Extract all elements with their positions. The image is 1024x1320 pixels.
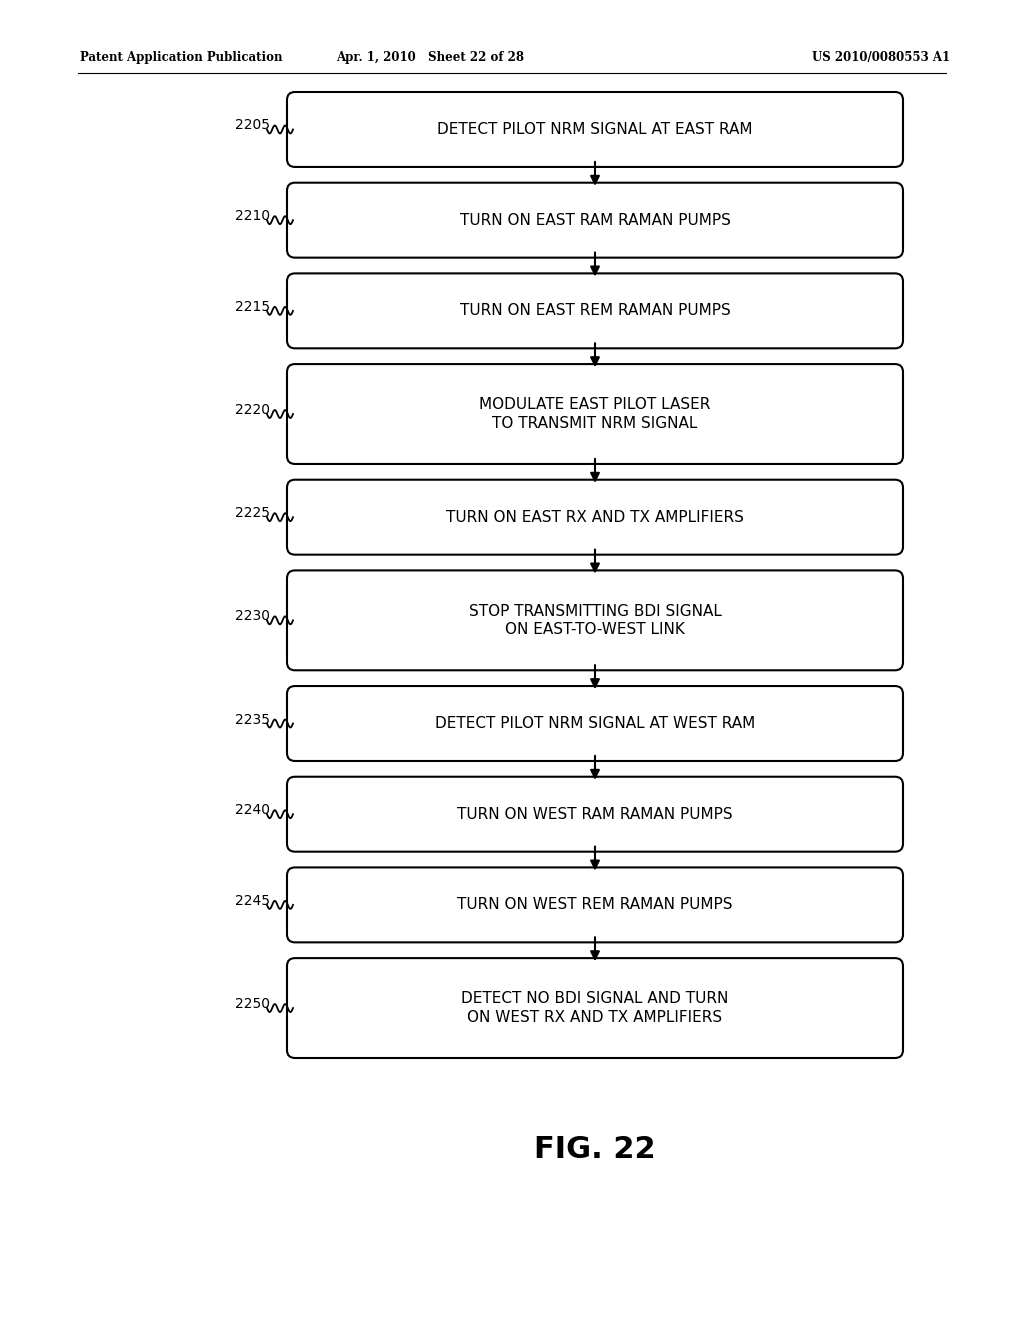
Text: DETECT PILOT NRM SIGNAL AT WEST RAM: DETECT PILOT NRM SIGNAL AT WEST RAM	[435, 715, 755, 731]
Text: US 2010/0080553 A1: US 2010/0080553 A1	[812, 51, 950, 65]
FancyBboxPatch shape	[287, 364, 903, 463]
Text: Patent Application Publication: Patent Application Publication	[80, 51, 283, 65]
Text: 2210: 2210	[234, 209, 270, 223]
Text: 2230: 2230	[234, 610, 270, 623]
FancyBboxPatch shape	[287, 776, 903, 851]
FancyBboxPatch shape	[287, 92, 903, 166]
Text: TURN ON WEST RAM RAMAN PUMPS: TURN ON WEST RAM RAMAN PUMPS	[457, 807, 733, 822]
Text: TURN ON EAST REM RAMAN PUMPS: TURN ON EAST REM RAMAN PUMPS	[460, 304, 730, 318]
FancyBboxPatch shape	[287, 479, 903, 554]
FancyBboxPatch shape	[287, 867, 903, 942]
Text: 2215: 2215	[234, 300, 270, 314]
Text: STOP TRANSMITTING BDI SIGNAL
ON EAST-TO-WEST LINK: STOP TRANSMITTING BDI SIGNAL ON EAST-TO-…	[469, 603, 722, 638]
Text: 2250: 2250	[234, 997, 270, 1011]
Text: 2235: 2235	[234, 713, 270, 726]
Text: TURN ON WEST REM RAMAN PUMPS: TURN ON WEST REM RAMAN PUMPS	[458, 898, 733, 912]
FancyBboxPatch shape	[287, 273, 903, 348]
FancyBboxPatch shape	[287, 686, 903, 762]
FancyBboxPatch shape	[287, 570, 903, 671]
Text: Apr. 1, 2010   Sheet 22 of 28: Apr. 1, 2010 Sheet 22 of 28	[336, 51, 524, 65]
Text: DETECT NO BDI SIGNAL AND TURN
ON WEST RX AND TX AMPLIFIERS: DETECT NO BDI SIGNAL AND TURN ON WEST RX…	[462, 991, 729, 1024]
FancyBboxPatch shape	[287, 958, 903, 1059]
Text: MODULATE EAST PILOT LASER
TO TRANSMIT NRM SIGNAL: MODULATE EAST PILOT LASER TO TRANSMIT NR…	[479, 397, 711, 430]
Text: 2220: 2220	[234, 403, 270, 417]
Text: 2205: 2205	[234, 119, 270, 132]
FancyBboxPatch shape	[287, 182, 903, 257]
Text: DETECT PILOT NRM SIGNAL AT EAST RAM: DETECT PILOT NRM SIGNAL AT EAST RAM	[437, 121, 753, 137]
Text: 2225: 2225	[234, 506, 270, 520]
Text: 2240: 2240	[234, 803, 270, 817]
Text: 2245: 2245	[234, 894, 270, 908]
Text: TURN ON EAST RX AND TX AMPLIFIERS: TURN ON EAST RX AND TX AMPLIFIERS	[446, 510, 744, 524]
Text: TURN ON EAST RAM RAMAN PUMPS: TURN ON EAST RAM RAMAN PUMPS	[460, 213, 730, 227]
Text: FIG. 22: FIG. 22	[535, 1135, 655, 1164]
